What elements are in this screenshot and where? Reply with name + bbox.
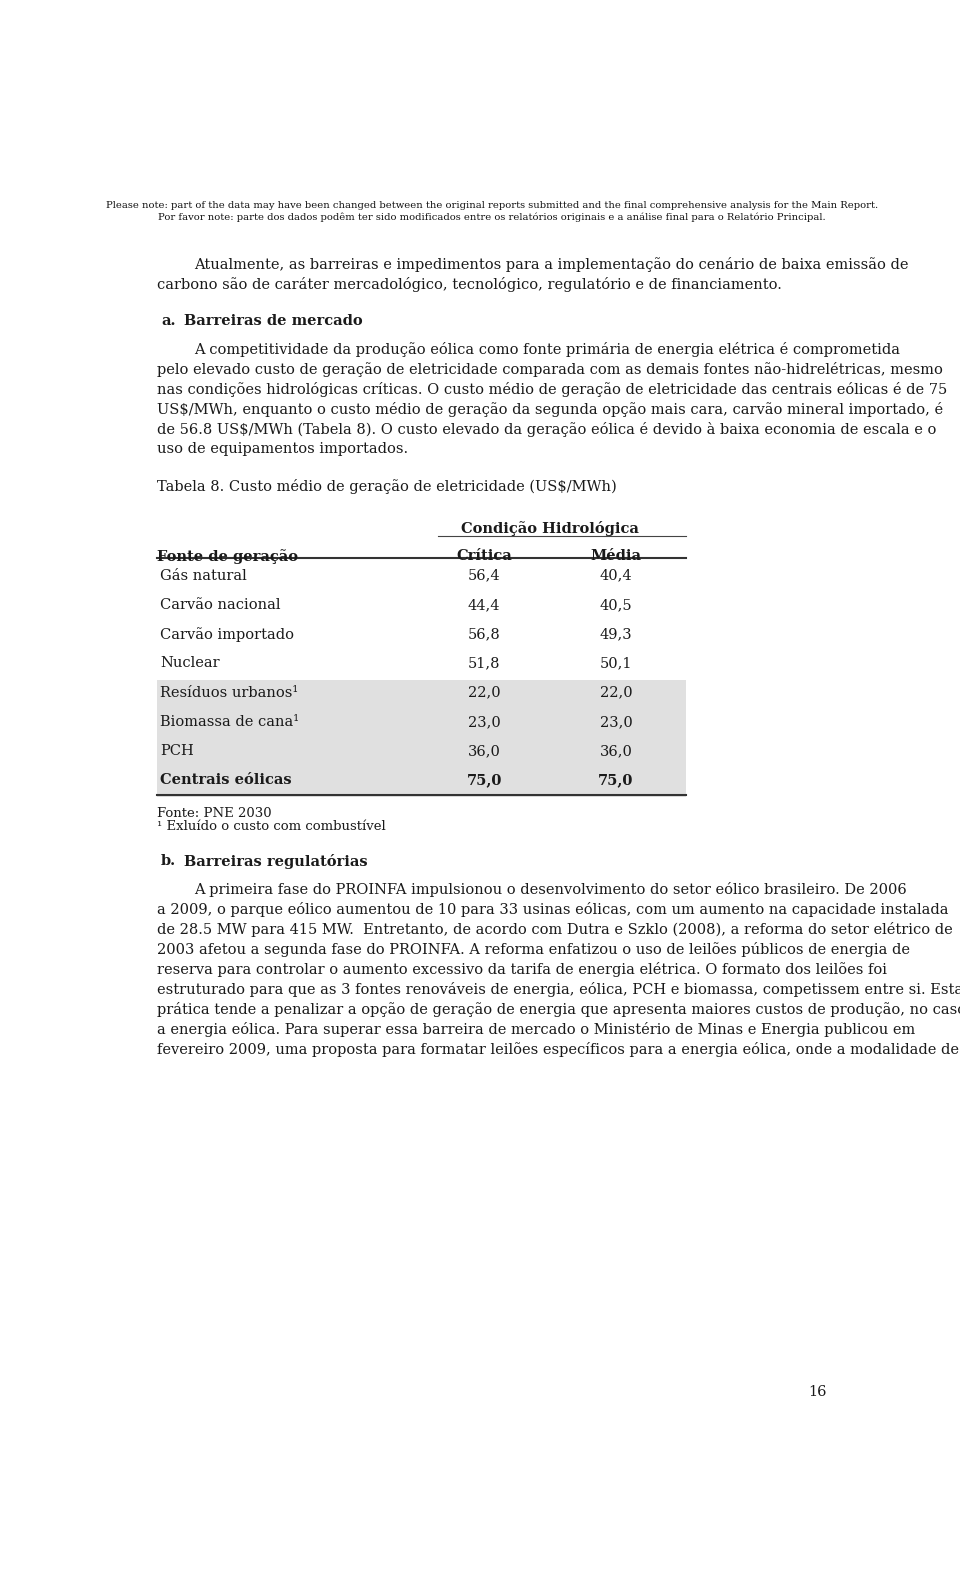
Text: 44,4: 44,4 — [468, 597, 500, 612]
Text: de 28.5 MW para 415 MW.  Entretanto, de acordo com Dutra e Szklo (2008), a refor: de 28.5 MW para 415 MW. Entretanto, de a… — [157, 922, 953, 938]
Text: Barreiras de mercado: Barreiras de mercado — [184, 315, 363, 327]
Text: prática tende a penalizar a opção de geração de energia que apresenta maiores cu: prática tende a penalizar a opção de ger… — [157, 1003, 960, 1017]
Text: fevereiro 2009, uma proposta para formatar leilões específicos para a energia eó: fevereiro 2009, uma proposta para format… — [157, 1042, 959, 1057]
Text: Tabela 8. Custo médio de geração de eletricidade (US$/MWh): Tabela 8. Custo médio de geração de elet… — [157, 478, 617, 494]
Text: carbono são de caráter mercadológico, tecnológico, regulatório e de financiament: carbono são de caráter mercadológico, te… — [157, 276, 782, 292]
Text: 23,0: 23,0 — [600, 715, 633, 729]
Bar — [157, 709, 685, 739]
Text: Por favor note: parte dos dados podêm ter sido modificados entre os relatórios o: Por favor note: parte dos dados podêm te… — [158, 213, 826, 222]
Text: 51,8: 51,8 — [468, 656, 500, 671]
Text: Gás natural: Gás natural — [160, 569, 247, 583]
Text: Crítica: Crítica — [456, 548, 512, 563]
Text: 36,0: 36,0 — [600, 744, 633, 758]
Text: 75,0: 75,0 — [598, 774, 634, 788]
Text: 22,0: 22,0 — [600, 686, 633, 699]
Text: 49,3: 49,3 — [600, 628, 633, 642]
Text: Carvão nacional: Carvão nacional — [160, 597, 280, 612]
Text: de 56.8 US$/MWh (Tabela 8). O custo elevado da geração eólica é devido à baixa e: de 56.8 US$/MWh (Tabela 8). O custo elev… — [157, 421, 937, 437]
Text: Atualmente, as barreiras e impedimentos para a implementação do cenário de baixa: Atualmente, as barreiras e impedimentos … — [194, 257, 908, 272]
Text: Fonte: PNE 2030: Fonte: PNE 2030 — [157, 807, 272, 820]
Bar — [157, 739, 685, 767]
Bar — [157, 680, 685, 709]
Text: 56,8: 56,8 — [468, 628, 500, 642]
Text: 16: 16 — [808, 1384, 827, 1398]
Text: nas condições hidrológicas críticas. O custo médio de geração de eletricidade da: nas condições hidrológicas críticas. O c… — [157, 381, 948, 397]
Text: 22,0: 22,0 — [468, 686, 500, 699]
Text: 40,4: 40,4 — [600, 569, 633, 583]
Text: 40,5: 40,5 — [600, 597, 633, 612]
Text: Carvão importado: Carvão importado — [160, 626, 295, 642]
Text: Resíduos urbanos¹: Resíduos urbanos¹ — [160, 686, 299, 699]
Text: a energia eólica. Para superar essa barreira de mercado o Ministério de Minas e : a energia eólica. Para superar essa barr… — [157, 1022, 916, 1038]
Text: pelo elevado custo de geração de eletricidade comparada com as demais fontes não: pelo elevado custo de geração de eletric… — [157, 362, 943, 377]
Text: 50,1: 50,1 — [600, 656, 633, 671]
Bar — [157, 767, 685, 796]
Text: reserva para controlar o aumento excessivo da tarifa de energia elétrica. O form: reserva para controlar o aumento excessi… — [157, 963, 887, 977]
Text: 2003 afetou a segunda fase do PROINFA. A reforma enfatizou o uso de leilões públ: 2003 afetou a segunda fase do PROINFA. A… — [157, 942, 910, 957]
Text: A competitividade da produção eólica como fonte primária de energia elétrica é c: A competitividade da produção eólica com… — [194, 342, 900, 356]
Text: 56,4: 56,4 — [468, 569, 500, 583]
Text: a 2009, o parque eólico aumentou de 10 para 33 usinas eólicas, com um aumento na: a 2009, o parque eólico aumentou de 10 p… — [157, 903, 948, 917]
Text: Please note: part of the data may have been changed between the original reports: Please note: part of the data may have b… — [106, 202, 878, 210]
Text: Média: Média — [590, 548, 641, 563]
Text: Fonte de geração: Fonte de geração — [157, 548, 299, 564]
Text: estruturado para que as 3 fontes renováveis de energia, eólica, PCH e biomassa, : estruturado para que as 3 fontes renováv… — [157, 982, 960, 998]
Text: b.: b. — [161, 855, 177, 869]
Text: ¹ Exluído o custo com combustível: ¹ Exluído o custo com combustível — [157, 820, 386, 833]
Text: 23,0: 23,0 — [468, 715, 500, 729]
Text: Nuclear: Nuclear — [160, 656, 220, 671]
Text: Centrais eólicas: Centrais eólicas — [160, 774, 292, 788]
Text: A primeira fase do PROINFA impulsionou o desenvolvimento do setor eólico brasile: A primeira fase do PROINFA impulsionou o… — [194, 882, 906, 898]
Text: uso de equipamentos importados.: uso de equipamentos importados. — [157, 442, 408, 456]
Text: US$/MWh, enquanto o custo médio de geração da segunda opção mais cara, carvão mi: US$/MWh, enquanto o custo médio de geraç… — [157, 402, 944, 416]
Text: Biomassa de cana¹: Biomassa de cana¹ — [160, 715, 300, 729]
Text: Condição Hidrológica: Condição Hidrológica — [461, 521, 639, 535]
Text: PCH: PCH — [160, 744, 194, 758]
Text: a.: a. — [161, 315, 176, 327]
Text: Barreiras regulatórias: Barreiras regulatórias — [184, 855, 368, 869]
Text: 75,0: 75,0 — [467, 774, 502, 788]
Text: 36,0: 36,0 — [468, 744, 501, 758]
